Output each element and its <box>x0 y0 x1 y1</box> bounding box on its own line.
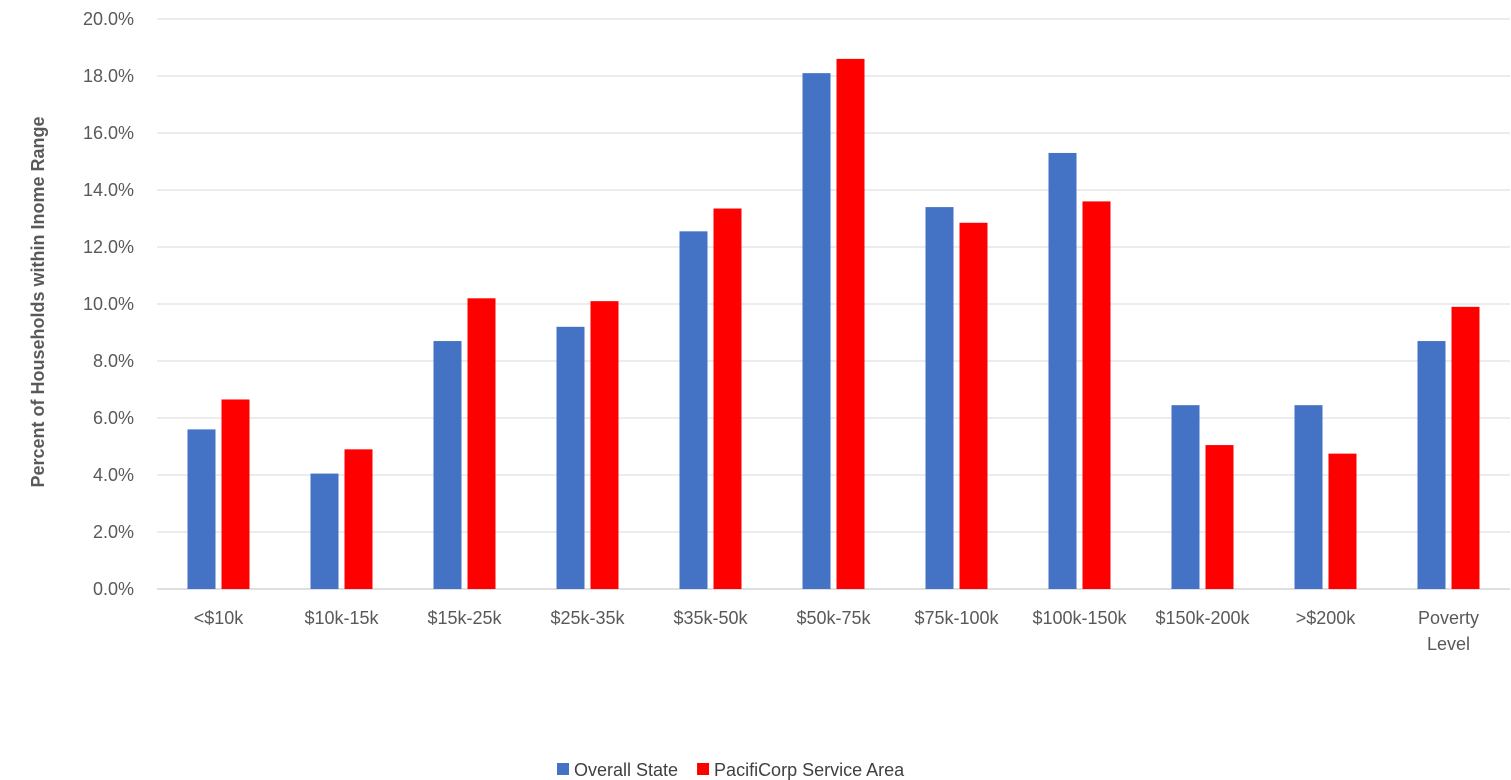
bar-overall-state-4 <box>679 231 708 589</box>
y-tick-label: 2.0% <box>93 522 134 542</box>
bar-overall-state-7 <box>1048 152 1077 589</box>
bar-overall-state-9 <box>1294 405 1323 589</box>
y-tick-label: 18.0% <box>83 66 134 86</box>
legend-label: Overall State <box>574 760 678 780</box>
x-tick-label: $10k-15k <box>304 608 379 628</box>
bar-pacificorp-8 <box>1205 445 1234 589</box>
x-tick-label: <$10k <box>194 608 245 628</box>
bar-overall-state-3 <box>556 326 585 589</box>
bar-overall-state-2 <box>433 341 462 589</box>
gridlines <box>157 18 1510 590</box>
bar-pacificorp-10 <box>1451 306 1480 589</box>
bar-overall-state-6 <box>925 207 954 589</box>
legend: Overall State PacifiCorp Service Area <box>557 760 905 780</box>
y-tick-label: 12.0% <box>83 237 134 257</box>
x-tick-label: $75k-100k <box>914 608 999 628</box>
bars <box>187 58 1480 589</box>
bar-overall-state-0 <box>187 429 216 589</box>
bar-overall-state-8 <box>1171 405 1200 589</box>
bar-pacificorp-3 <box>590 301 619 589</box>
x-tick-label: $150k-200k <box>1155 608 1250 628</box>
bar-overall-state-1 <box>310 473 339 589</box>
x-tick-label: Poverty Level <box>1418 608 1479 654</box>
bar-pacificorp-6 <box>959 222 988 589</box>
bar-pacificorp-7 <box>1082 201 1111 589</box>
y-tick-label: 6.0% <box>93 408 134 428</box>
x-tick-label: $35k-50k <box>673 608 748 628</box>
y-tick-label: 16.0% <box>83 123 134 143</box>
y-axis-label: Percent of Households within Inome Range <box>28 116 48 487</box>
bar-pacificorp-9 <box>1328 453 1357 589</box>
legend-swatch <box>557 763 569 775</box>
bar-pacificorp-2 <box>467 298 496 589</box>
bar-pacificorp-0 <box>221 399 250 589</box>
bar-overall-state-5 <box>802 73 831 589</box>
bar-overall-state-10 <box>1417 341 1446 589</box>
bar-pacificorp-1 <box>344 449 373 589</box>
x-tick-label: $50k-75k <box>796 608 871 628</box>
bar-pacificorp-4 <box>713 208 742 589</box>
legend-swatch <box>697 763 710 775</box>
y-tick-label: 14.0% <box>83 180 134 200</box>
legend-label: PacifiCorp Service Area <box>714 760 905 780</box>
bar-pacificorp-5 <box>836 58 865 589</box>
y-tick-label: 4.0% <box>93 465 134 485</box>
x-axis-ticks: <$10k $10k-15k $15k-25k $25k-35k $35k-50k $50… <box>194 608 1479 654</box>
x-tick-label: >$200k <box>1296 608 1357 628</box>
y-tick-label: 8.0% <box>93 351 134 371</box>
x-tick-label: $25k-35k <box>550 608 625 628</box>
y-axis-ticks: 0.0% 2.0% 4.0% 6.0% 8.0% 10.0% 12.0% 14.0% 16.0%… <box>83 9 134 599</box>
x-tick-label: $100k-150k <box>1032 608 1127 628</box>
y-tick-label: 20.0% <box>83 9 134 29</box>
y-tick-label: 10.0% <box>83 294 134 314</box>
y-tick-label: 0.0% <box>93 579 134 599</box>
x-tick-label: $15k-25k <box>427 608 502 628</box>
